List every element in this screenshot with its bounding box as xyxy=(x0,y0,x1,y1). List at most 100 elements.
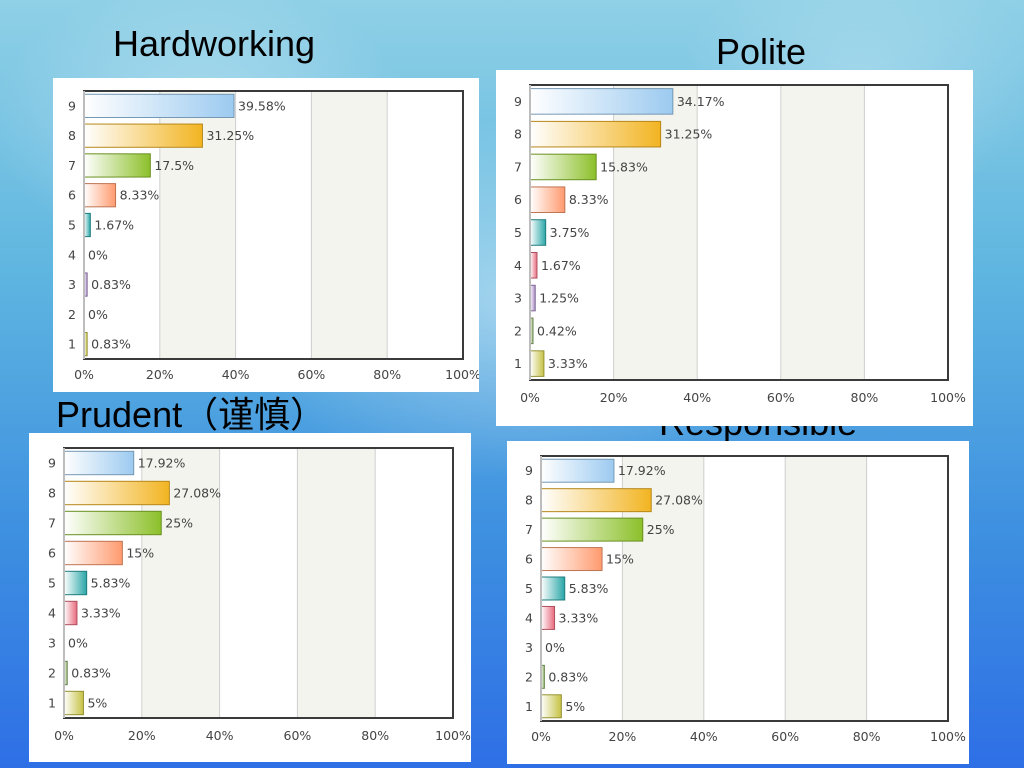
x-tick-label: 60% xyxy=(767,390,795,405)
y-tick-label: 3 xyxy=(525,640,533,655)
plot-band xyxy=(697,85,781,380)
y-tick-label: 6 xyxy=(514,192,522,207)
y-tick-label: 2 xyxy=(514,323,522,338)
data-label: 3.75% xyxy=(550,225,590,240)
x-tick-label: 80% xyxy=(853,729,881,744)
y-tick-label: 9 xyxy=(68,98,76,113)
data-label: 5.83% xyxy=(91,576,131,591)
x-tick-label: 40% xyxy=(683,390,711,405)
chart-title-hardworking: Hardworking xyxy=(113,23,316,64)
bar-8 xyxy=(540,488,652,513)
y-tick-label: 2 xyxy=(48,666,56,681)
x-tick-label: 20% xyxy=(128,728,156,743)
x-tick-label: 100% xyxy=(435,728,471,743)
data-label: 3.33% xyxy=(81,606,121,621)
bar-6 xyxy=(540,547,603,572)
x-tick-label: 60% xyxy=(284,728,312,743)
data-label: 15.83% xyxy=(600,159,648,174)
y-tick-label: 1 xyxy=(68,337,76,352)
y-tick-label: 2 xyxy=(525,669,533,684)
data-label: 17.92% xyxy=(618,463,666,478)
y-tick-label: 7 xyxy=(48,516,56,531)
bar-9 xyxy=(63,450,135,476)
y-tick-label: 5 xyxy=(514,225,522,240)
bar-5 xyxy=(63,570,88,596)
bar-5 xyxy=(540,576,566,601)
plot-band xyxy=(387,91,463,359)
plot-band xyxy=(703,456,786,721)
y-tick-label: 6 xyxy=(48,546,56,561)
data-label: 39.58% xyxy=(238,98,286,113)
x-tick-label: 60% xyxy=(298,367,326,382)
plot-band xyxy=(785,456,867,721)
bar-chart-responsible: 9 17.92%8 27.08%7 25%6 15%5 5.83%4 3.33%3 0%2 0.… xyxy=(525,455,966,744)
bar-8 xyxy=(63,480,170,506)
bar-6 xyxy=(63,540,123,566)
data-label: 0% xyxy=(68,636,88,651)
y-tick-label: 8 xyxy=(68,128,76,143)
bar-9 xyxy=(83,93,235,119)
bar-1 xyxy=(529,350,545,377)
y-tick-label: 8 xyxy=(48,486,56,501)
y-tick-label: 4 xyxy=(525,610,533,625)
y-tick-label: 1 xyxy=(48,696,56,711)
x-tick-label: 40% xyxy=(206,728,234,743)
y-tick-label: 8 xyxy=(525,493,533,508)
bar-7 xyxy=(540,517,644,542)
chart-panel-prudent: 9 17.92% 8 27.08% 7 25% 6 15% 5 5.83% 4 3.33% 3 0% 2 0.… xyxy=(29,433,471,762)
bar-4 xyxy=(529,251,538,279)
bar-6 xyxy=(83,183,117,208)
plot-band xyxy=(864,85,948,380)
y-tick-label: 7 xyxy=(525,522,533,537)
chart-panel-polite: 9 34.17% 8 31.25% 7 15.83% 6 8.33% 5 3.75% 4 1.67% 3… xyxy=(496,70,973,426)
y-tick-label: 7 xyxy=(514,159,522,174)
data-label: 5% xyxy=(87,696,107,711)
plot-band xyxy=(297,448,376,718)
x-tick-label: 20% xyxy=(146,367,174,382)
data-label: 5% xyxy=(565,699,585,714)
chart-panel-responsible: 9 17.92% 8 27.08% 7 25% 6 15% 5 5.83% 4 3.33% 3 0% 2 0.… xyxy=(507,441,969,764)
plot-band xyxy=(375,448,453,718)
data-label: 25% xyxy=(647,522,675,537)
data-label: 0.42% xyxy=(537,323,577,338)
bar-4 xyxy=(540,605,556,630)
x-tick-label: 0% xyxy=(54,728,74,743)
x-tick-label: 20% xyxy=(609,729,637,744)
plot-band xyxy=(311,91,388,359)
bar-7 xyxy=(63,510,162,536)
bar-chart-hardworking: 9 39.58%8 31.25%7 17.5%6 8.33%5 1.67%4 0%3 0.83… xyxy=(68,90,479,382)
data-label: 8.33% xyxy=(120,188,160,203)
y-tick-label: 3 xyxy=(514,291,522,306)
y-tick-label: 5 xyxy=(48,576,56,591)
bar-4 xyxy=(63,600,78,626)
x-tick-label: 40% xyxy=(690,729,718,744)
bar-7 xyxy=(529,153,597,181)
bar-chart-polite: 9 34.17%8 31.25%7 15.83%6 8.33%5 3.75%4 1.67%3… xyxy=(514,84,966,405)
bar-6 xyxy=(529,186,566,214)
plot-band xyxy=(219,448,298,718)
bar-chart-prudent: 9 17.92%8 27.08%7 25%6 15%5 5.83%4 3.33%3 0%2 0.… xyxy=(48,447,471,743)
y-tick-label: 9 xyxy=(48,456,56,471)
bar-8 xyxy=(83,123,203,148)
data-label: 27.08% xyxy=(173,486,221,501)
data-label: 3.33% xyxy=(559,610,599,625)
x-tick-label: 100% xyxy=(930,729,966,744)
x-tick-label: 100% xyxy=(445,367,479,382)
plot-band xyxy=(866,456,948,721)
y-tick-label: 5 xyxy=(525,581,533,596)
data-label: 3.33% xyxy=(548,356,588,371)
data-label: 0% xyxy=(545,640,565,655)
y-tick-label: 4 xyxy=(68,247,76,262)
data-label: 0% xyxy=(88,247,108,262)
y-tick-label: 6 xyxy=(68,188,76,203)
y-tick-label: 2 xyxy=(68,307,76,322)
bar-1 xyxy=(63,690,84,716)
y-tick-label: 3 xyxy=(48,636,56,651)
bar-9 xyxy=(540,458,615,483)
data-label: 1.67% xyxy=(94,218,134,233)
bar-5 xyxy=(529,219,547,246)
y-tick-label: 1 xyxy=(514,356,522,371)
data-label: 15% xyxy=(606,552,634,567)
bar-9 xyxy=(529,88,674,115)
data-label: 5.83% xyxy=(569,581,609,596)
